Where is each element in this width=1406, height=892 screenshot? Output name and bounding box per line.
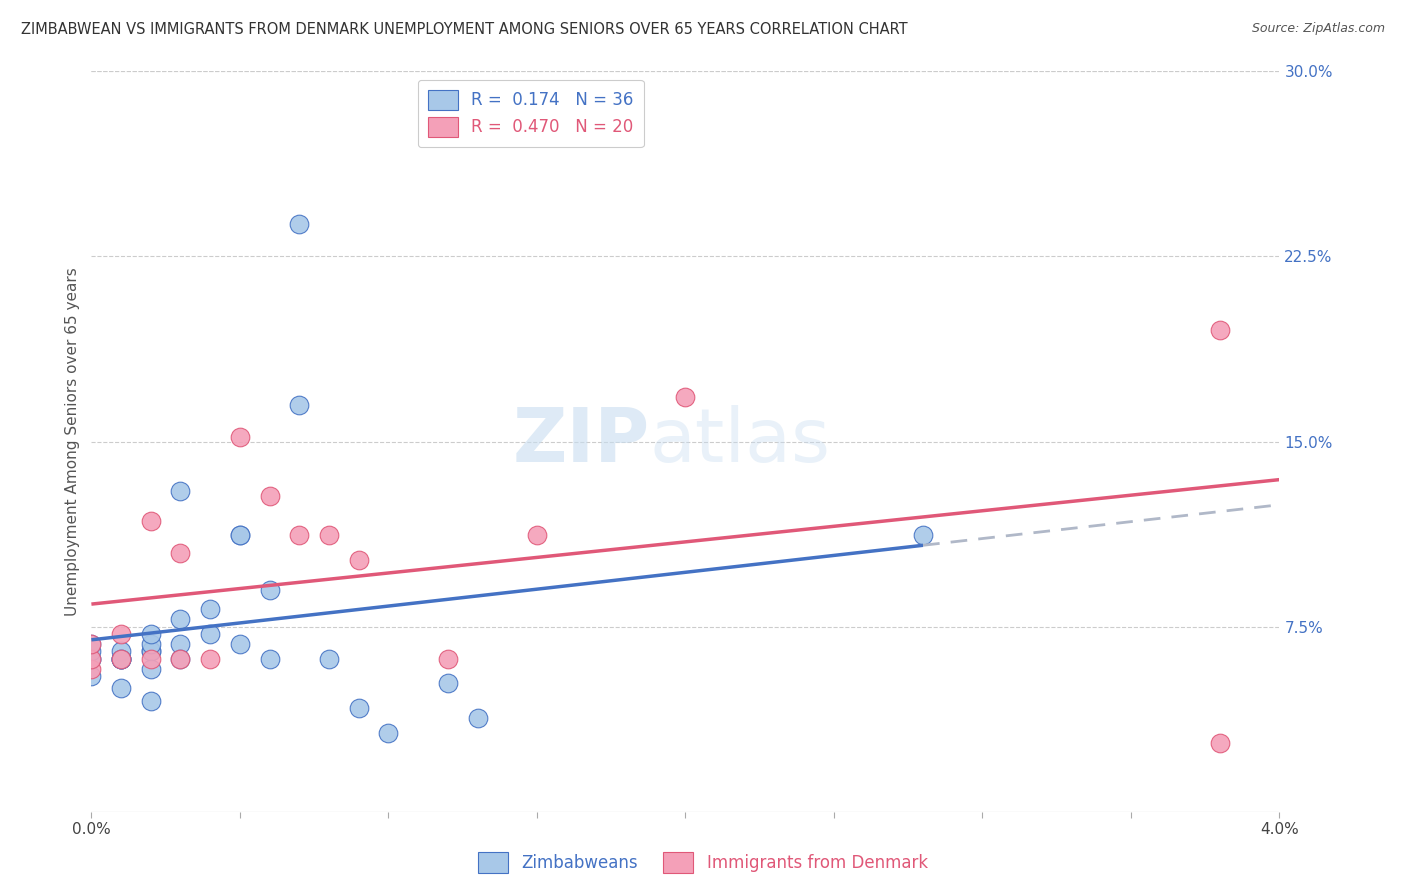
Point — [110, 651, 132, 665]
Legend: Zimbabweans, Immigrants from Denmark: Zimbabweans, Immigrants from Denmark — [471, 846, 935, 880]
Point — [347, 553, 370, 567]
Point — [80, 651, 103, 665]
Legend: R =  0.174   N = 36, R =  0.470   N = 20: R = 0.174 N = 36, R = 0.470 N = 20 — [418, 79, 644, 147]
Text: ZIP: ZIP — [513, 405, 650, 478]
Point — [139, 694, 162, 708]
Point — [139, 514, 162, 528]
Point — [229, 528, 252, 542]
Point — [467, 711, 489, 725]
Point — [288, 218, 311, 232]
Point — [318, 528, 340, 542]
Point — [110, 644, 132, 658]
Point — [259, 582, 281, 597]
Point — [139, 651, 162, 665]
Point — [200, 651, 222, 665]
Point — [169, 546, 191, 560]
Point — [80, 637, 103, 651]
Point — [139, 637, 162, 651]
Point — [139, 627, 162, 641]
Text: Source: ZipAtlas.com: Source: ZipAtlas.com — [1251, 22, 1385, 36]
Y-axis label: Unemployment Among Seniors over 65 years: Unemployment Among Seniors over 65 years — [65, 268, 80, 615]
Point — [169, 651, 191, 665]
Point — [110, 651, 132, 665]
Point — [229, 429, 252, 443]
Point — [318, 651, 340, 665]
Point — [169, 651, 191, 665]
Text: atlas: atlas — [650, 405, 831, 478]
Point — [259, 489, 281, 503]
Point — [377, 725, 399, 739]
Point — [80, 637, 103, 651]
Point — [80, 662, 103, 676]
Point — [110, 651, 132, 665]
Point — [1209, 736, 1232, 750]
Point — [526, 528, 548, 542]
Point — [110, 627, 132, 641]
Point — [436, 651, 458, 665]
Point — [911, 528, 934, 542]
Point — [229, 528, 252, 542]
Point — [110, 651, 132, 665]
Point — [80, 651, 103, 665]
Point — [200, 627, 222, 641]
Point — [110, 681, 132, 696]
Point — [347, 701, 370, 715]
Point — [139, 644, 162, 658]
Point — [110, 651, 132, 665]
Point — [288, 528, 311, 542]
Point — [169, 637, 191, 651]
Point — [1209, 324, 1232, 338]
Point — [80, 651, 103, 665]
Text: ZIMBABWEAN VS IMMIGRANTS FROM DENMARK UNEMPLOYMENT AMONG SENIORS OVER 65 YEARS C: ZIMBABWEAN VS IMMIGRANTS FROM DENMARK UN… — [21, 22, 908, 37]
Point — [80, 644, 103, 658]
Point — [288, 397, 311, 411]
Point — [169, 612, 191, 626]
Point — [229, 637, 252, 651]
Point — [139, 662, 162, 676]
Point — [169, 483, 191, 498]
Point — [200, 602, 222, 616]
Point — [80, 669, 103, 683]
Point — [673, 390, 696, 404]
Point — [436, 676, 458, 690]
Point — [259, 651, 281, 665]
Point — [139, 644, 162, 658]
